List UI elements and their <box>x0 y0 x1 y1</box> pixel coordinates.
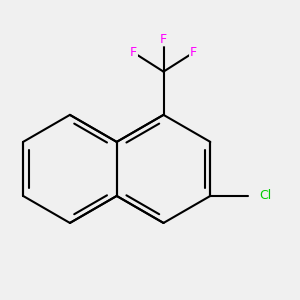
Text: Cl: Cl <box>259 189 271 203</box>
Text: F: F <box>130 46 137 59</box>
Text: F: F <box>190 46 197 59</box>
Text: F: F <box>160 33 167 46</box>
